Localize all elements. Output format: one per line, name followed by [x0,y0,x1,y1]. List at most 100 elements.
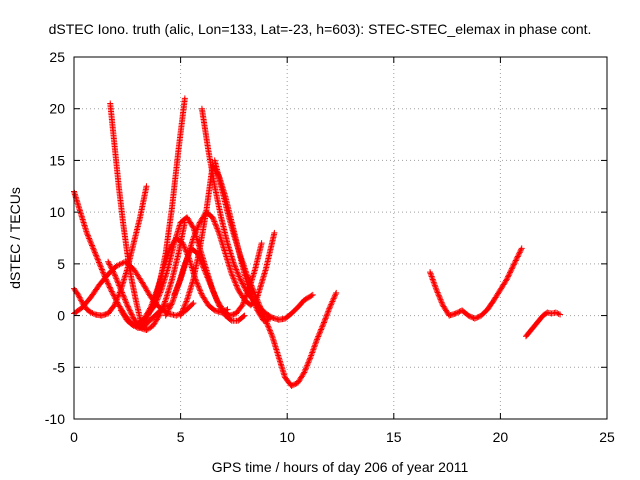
data-point-marker [113,275,120,282]
data-point-marker [304,362,311,369]
data-point-marker [94,255,101,262]
data-point-marker [183,298,190,305]
data-point-marker [106,283,113,290]
data-point-marker [210,288,217,295]
data-point-marker [160,302,167,309]
data-point-marker [255,299,262,306]
data-point-marker [110,269,117,276]
plot-frame [73,56,608,420]
data-point-marker [129,312,136,319]
data-point-marker [329,298,336,305]
data-point-marker [431,282,438,289]
data-point-marker [107,285,114,292]
data-point-marker [192,229,199,236]
data-point-marker [142,313,149,320]
data-point-marker [506,270,513,277]
data-point-marker [180,305,187,312]
data-point-marker [313,337,320,344]
data-point-marker [123,300,130,307]
data-point-marker [211,291,218,298]
data-point-marker [466,313,473,320]
data-point-marker [114,293,121,300]
x-tick-label: 5 [177,429,185,445]
data-point-marker [212,292,219,299]
data-point-marker [189,301,196,308]
data-point-marker [178,311,185,318]
data-point-marker [105,281,112,288]
data-point-marker [112,299,119,306]
data-point-marker [198,260,205,267]
y-tick-label: -10 [45,411,65,427]
y-tick-label: 10 [49,204,65,220]
data-point-marker [260,312,267,319]
data-point-marker [89,243,96,250]
data-point-marker [254,297,261,304]
data-point-marker [251,290,258,297]
data-point-marker [162,298,169,305]
data-point-marker [455,309,462,316]
data-point-marker [257,305,264,312]
data-point-marker [427,269,434,276]
data-point-marker [156,292,163,299]
data-point-marker [505,272,512,279]
data-point-marker [509,264,516,271]
data-point-marker [262,316,269,323]
data-point-marker [90,246,97,253]
data-point-marker [234,270,241,277]
data-point-marker [241,312,248,319]
data-point-marker [252,292,259,299]
data-point-marker [202,270,209,277]
data-point-marker [121,296,128,303]
data-point-marker [258,306,265,313]
data-point-marker [235,272,242,279]
data-point-marker [233,266,240,273]
data-point-marker [196,284,203,291]
data-point-marker [158,306,165,313]
data-point-marker [246,276,253,283]
data-point-marker [301,368,308,375]
data-point-marker [114,295,121,302]
data-point-marker [85,234,92,241]
data-point-marker [467,313,474,320]
data-point-marker [164,309,171,316]
data-point-marker [252,293,259,300]
data-point-marker [231,262,238,269]
data-point-marker [301,369,308,376]
data-point-marker [111,302,118,309]
data-point-marker [238,279,245,286]
data-point-marker [194,282,201,289]
data-point-marker [431,280,438,287]
data-point-marker [100,269,107,276]
data-point-marker [110,291,117,298]
data-point-marker [245,275,252,282]
data-point-marker [113,262,120,269]
data-point-marker [154,295,161,302]
data-point-marker [240,313,247,320]
data-point-marker [195,223,202,230]
data-point-marker [200,264,207,271]
data-point-marker [473,315,480,322]
data-point-marker [554,310,561,317]
data-point-marker [143,183,150,190]
data-point-marker [240,283,247,290]
data-point-marker [142,314,149,321]
data-point-marker [166,305,173,312]
data-point-marker [309,348,316,355]
data-point-marker [110,303,117,310]
x-tick-label: 25 [599,429,615,445]
x-tick-label: 0 [70,429,78,445]
data-point-marker [300,370,307,377]
data-point-marker [197,287,204,294]
data-point-marker [176,279,183,286]
data-point-marker [331,294,338,301]
data-point-marker [198,290,205,297]
data-point-marker [314,336,321,343]
data-point-marker [430,279,437,286]
data-point-marker [214,227,221,234]
data-point-marker [196,220,203,227]
data-point-marker [109,267,116,274]
data-point-marker [317,327,324,334]
data-point-marker [120,293,127,300]
data-point-marker [126,307,133,314]
data-point-marker [109,289,116,296]
